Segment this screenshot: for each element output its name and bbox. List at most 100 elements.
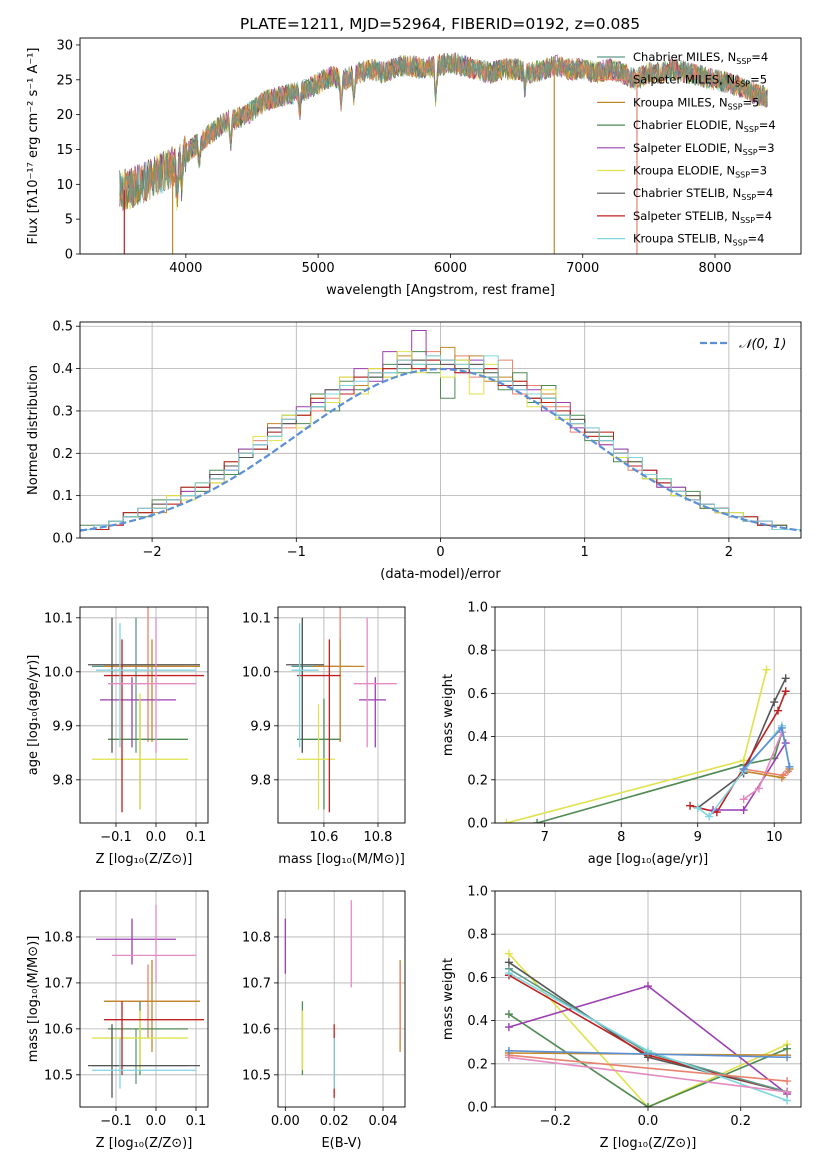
y-tick-label: 0.2 (467, 1057, 488, 1072)
x-tick-label: 7 (541, 830, 549, 845)
y-tick-label: 0.2 (52, 447, 73, 462)
x-axis-label: (data-model)/error (380, 567, 501, 582)
x-tick-label: 10.6 (309, 830, 338, 845)
weight-marker (705, 812, 714, 821)
legend-label: Salpeter MILES, NSSP=5 (633, 73, 767, 89)
y-tick-label: 10.0 (242, 665, 271, 680)
x-tick-label: −0.1 (100, 1114, 132, 1129)
legend: Chabrier MILES, NSSP=4 Salpeter MILES, NS… (597, 50, 776, 248)
x-tick-label: 10 (766, 830, 783, 845)
x-tick-label: 0.02 (320, 1114, 349, 1129)
y-tick-label: 10.6 (44, 1022, 73, 1037)
x-tick-label: 1 (581, 545, 589, 560)
y-tick-label: 10 (56, 178, 73, 193)
y-tick-label: 0.5 (52, 320, 73, 335)
x-axis-label: Z [log₁₀(Z/Z⊙)] (96, 852, 193, 867)
y-tick-label: 10.8 (242, 930, 271, 945)
weight-marker (770, 698, 779, 707)
x-axis-label: Z [log₁₀(Z/Z⊙)] (600, 1136, 697, 1151)
x-tick-label: 0.2 (730, 1114, 751, 1129)
legend-label: Salpeter STELIB, NSSP=4 (633, 209, 772, 225)
y-tick-label: 10.0 (44, 665, 73, 680)
weight-marker (739, 806, 748, 815)
axes-frame (79, 890, 209, 1108)
histogram-step (80, 355, 801, 530)
legend-label: Chabrier MILES, NSSP=4 (633, 50, 768, 66)
weight-marker (504, 1046, 513, 1055)
y-tick-label: 0.1 (52, 489, 73, 504)
x-tick-label: 8 (617, 830, 625, 845)
axes-frame (79, 606, 209, 824)
x-axis-label: age [log₁₀(age/yr)] (588, 852, 709, 867)
x-tick-label: 6000 (434, 261, 467, 276)
weight-marker (762, 665, 771, 674)
x-tick-label: 8000 (698, 261, 731, 276)
y-tick-label: 0.6 (467, 687, 488, 702)
x-tick-label: 7000 (566, 261, 599, 276)
y-tick-label: 10.7 (242, 976, 271, 991)
weight-marker (502, 819, 511, 823)
legend-label: Salpeter ELODIE, NSSP=3 (633, 141, 775, 157)
weight-line (508, 1054, 788, 1082)
y-tick-label: 9.8 (250, 773, 271, 788)
y-tick-label: 10.1 (242, 611, 271, 626)
y-tick-label: 0.4 (467, 730, 488, 745)
x-tick-label: −1 (287, 545, 306, 560)
y-tick-label: 30 (56, 38, 73, 53)
y-tick-label: 20 (56, 108, 73, 123)
legend-label: 𝒩(0, 1) (739, 337, 786, 352)
figure-title: PLATE=1211, MJD=52964, FIBERID=0192, z=0… (240, 15, 640, 33)
y-tick-label: 0.4 (52, 362, 73, 377)
weight-marker (781, 674, 790, 683)
y-tick-label: 9.8 (52, 773, 73, 788)
y-axis-label: mass weight (441, 674, 456, 756)
weight-marker (783, 1087, 792, 1096)
y-axis-label: Normed distribution (26, 365, 41, 495)
weight-marker (774, 706, 783, 715)
x-tick-label: −0.1 (100, 830, 132, 845)
weight-marker (644, 982, 652, 991)
weight-line (508, 1013, 788, 1107)
weight-line (508, 953, 788, 1107)
axes-frame (79, 321, 802, 539)
axes-frame (79, 37, 802, 255)
weight-line (536, 732, 783, 823)
weight-line (697, 677, 787, 809)
panel-age-vs-Z: −0.1 0.0 0.1 9.8 9.9 10.0 10.1 Z [log₁₀(Z/Z⊙)] a… (26, 606, 209, 867)
panel-mass-vs-Z: −0.1 0.0 0.1 10.5 10.6 10.7 10.8 Z [log₁₀(Z/Z⊙)… (26, 890, 209, 1151)
panel-mass-vs-EBV: 0.00 0.02 0.04 10.5 10.6 10.7 10.8 E(B-V) (242, 890, 406, 1151)
x-axis-label: wavelength [Angstrom, rest frame] (326, 283, 555, 298)
y-tick-label: 9.9 (52, 719, 73, 734)
plot-area-massweight-vs-age (502, 665, 794, 823)
axes-frame (494, 890, 802, 1108)
weight-marker (693, 803, 702, 812)
x-tick-label: 0.1 (186, 1114, 207, 1129)
y-tick-label: 9.9 (250, 719, 271, 734)
x-tick-label: −0.2 (539, 1114, 571, 1129)
x-tick-label: 0.0 (146, 1114, 167, 1129)
y-tick-label: 0 (65, 248, 73, 263)
y-tick-label: 0.0 (52, 532, 73, 547)
axes-frame (494, 606, 802, 824)
weight-line (508, 1056, 788, 1093)
x-tick-label: 0.04 (369, 1114, 398, 1129)
x-tick-label: 0.00 (271, 1114, 300, 1129)
spectrum-line (119, 52, 768, 206)
weight-line (508, 1050, 788, 1059)
y-tick-label: 0.0 (467, 817, 488, 832)
weight-marker (783, 1096, 792, 1105)
y-axis-label: mass [log₁₀(M/M⊙)] (26, 936, 41, 1063)
axes-frame (277, 890, 406, 1108)
x-axis-label: E(B-V) (321, 1136, 361, 1151)
normal-curve (80, 367, 801, 532)
y-axis-label: mass weight (441, 958, 456, 1040)
x-tick-label: 0.1 (186, 830, 207, 845)
weight-line (689, 690, 787, 814)
weight-marker (783, 1077, 792, 1086)
weight-marker (779, 771, 788, 780)
x-tick-label: 5000 (302, 261, 335, 276)
panel-massweight-vs-age: 7 8 9 10 0.0 0.2 0.4 0.6 0.8 1.0 age [log₁₀(age/yr… (441, 601, 802, 867)
weight-marker (686, 801, 695, 810)
weight-marker (777, 723, 786, 732)
plot-area-age-vs-Z (88, 607, 204, 813)
